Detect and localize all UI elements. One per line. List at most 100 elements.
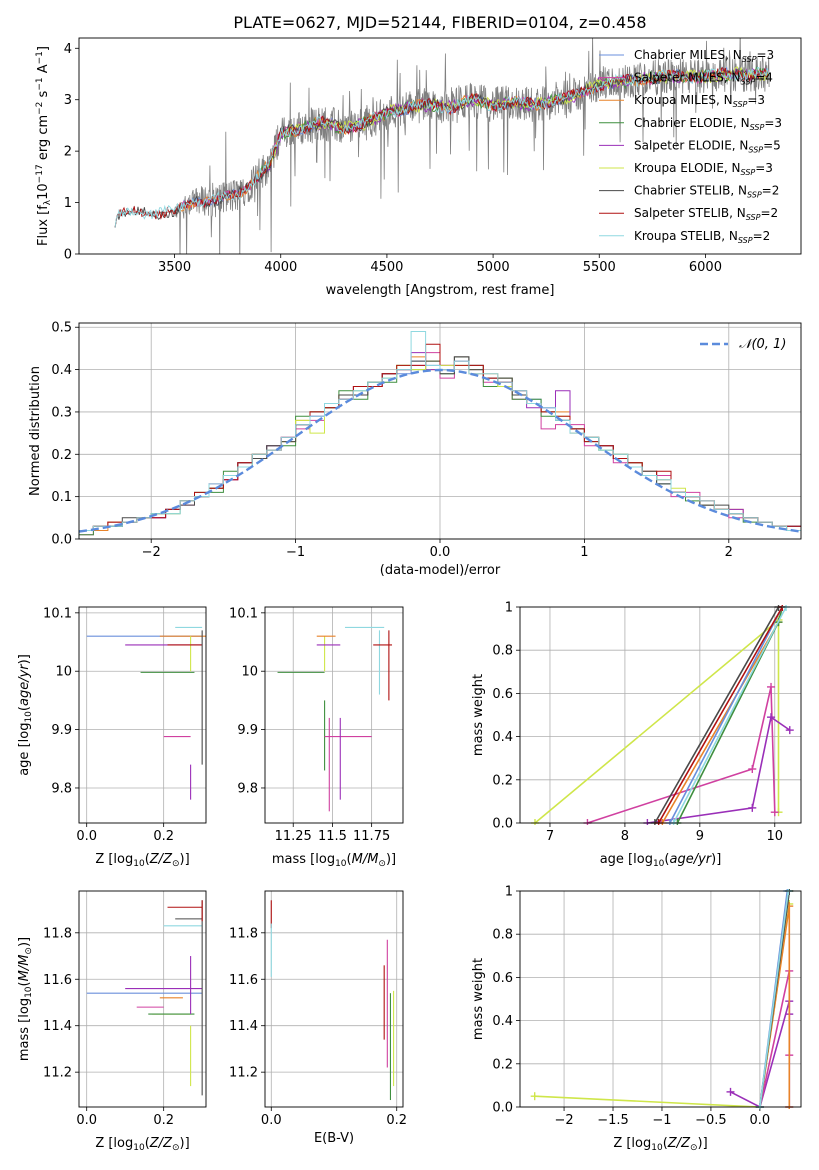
x-tick-label: 5000: [477, 260, 510, 275]
y-tick-label: 3: [64, 93, 72, 108]
y-tick-label: 0.4: [51, 363, 72, 378]
age-vs-Z-frame: [78, 606, 207, 824]
y-tick-label: 11.2: [229, 1066, 258, 1081]
age-vs-mass-xlabel: mass [log10(M/M⊙)]: [272, 852, 396, 869]
x-tick-label: 3500: [158, 260, 191, 275]
legend-label-1: Salpeter MILES, NSSP=4: [634, 71, 773, 87]
x-tick-label: 11.75: [353, 829, 390, 844]
weight-marker-2-3: [785, 726, 794, 735]
weight-marker-1-0: [726, 1087, 735, 1096]
y-tick-label: 0.2: [492, 1057, 513, 1072]
residuals-xlabel: (data-model)/error: [380, 563, 501, 578]
weight-marker-1-3: [770, 808, 779, 817]
weight-marker-2-2: [767, 713, 776, 722]
y-tick-label: 0.0: [492, 1101, 513, 1116]
charts: 3500 4000 4500 5000 5500 6000 0 1 2 3 4 Chabrier MI…: [17, 37, 802, 1153]
legend-label-normal: 𝒩(0, 1): [739, 337, 786, 352]
weight-marker-0-0: [530, 1092, 539, 1101]
y-tick-label: 1: [505, 885, 513, 900]
normal-reference-curve: [78, 368, 802, 533]
spectrum-legend: Chabrier MILES, NSSP=3 Salpeter MILES, NS…: [599, 48, 782, 245]
residuals-ylabel: Normed distribution: [28, 366, 43, 496]
residuals-frame: [78, 322, 802, 540]
age-vs-Z-xlabel: Z [log10(Z/Z⊙)]: [95, 852, 189, 869]
weight-marker-1-2: [767, 682, 776, 691]
massweight-vs-Z-ylabel: mass weight: [471, 958, 486, 1040]
x-tick-label: 4500: [370, 260, 403, 275]
y-tick-label: 0.8: [492, 644, 513, 659]
y-tick-label: 11.8: [229, 926, 258, 941]
weight-marker-2-1: [748, 803, 757, 812]
y-tick-label: 10.1: [229, 606, 258, 621]
legend-label-0: Chabrier MILES, NSSP=3: [634, 48, 774, 64]
age-vs-mass-frame: [264, 606, 404, 824]
y-tick-label: 1: [505, 601, 513, 616]
y-tick-label: 0.6: [492, 971, 513, 986]
mass-vs-Z-frame: [78, 890, 207, 1108]
spectrum-axes: 3500 4000 4500 5000 5500 6000 0 1 2 3 4: [64, 42, 722, 275]
y-tick-label: 0.5: [51, 321, 72, 336]
legend-label-5: Kroupa ELODIE, NSSP=3: [634, 161, 773, 177]
y-tick-label: 1: [64, 196, 72, 211]
x-tick-label: 0.0: [430, 545, 451, 560]
y-tick-label: 11.4: [229, 1019, 258, 1034]
legend-label-4: Salpeter ELODIE, NSSP=5: [634, 138, 781, 154]
y-tick-label: 0.6: [492, 687, 513, 702]
massweight-vs-Z-axes: −2 −1.5 −1 −0.5 0.0 0.0 0.2 0.4 0.6 0.8 1: [492, 885, 801, 1128]
x-tick-label: 10: [766, 829, 783, 844]
x-tick-label: 5500: [583, 260, 616, 275]
massweight-vs-Z-xlabel: Z [log10(Z/Z⊙)]: [613, 1136, 707, 1153]
y-tick-label: 0.8: [492, 928, 513, 943]
y-tick-label: 0.3: [51, 405, 72, 420]
y-tick-label: 10: [241, 665, 258, 680]
y-tick-label: 9.8: [237, 781, 258, 796]
y-tick-label: 0.0: [492, 817, 513, 832]
x-tick-label: 0.0: [750, 1113, 771, 1128]
figure-title: PLATE=0627, MJD=52144, FIBERID=0104, z=0…: [233, 13, 646, 32]
weight-line-7: [657, 606, 783, 824]
y-tick-label: 11.6: [43, 973, 72, 988]
x-tick-label: −1: [286, 545, 305, 560]
y-tick-label: 0: [64, 248, 72, 263]
x-tick-label: 7: [546, 829, 554, 844]
spectrum-xlabel: wavelength [Angstrom, rest frame]: [326, 283, 555, 298]
mass-vs-Z-axes: 0.0 0.2 11.2 11.4 11.6 11.8: [43, 891, 206, 1128]
mass-vs-EBV-axes: 0.0 0.2 11.2 11.4 11.6 11.8: [229, 891, 407, 1128]
y-tick-label: 9.9: [237, 723, 258, 738]
x-tick-label: 8: [621, 829, 629, 844]
legend-label-3: Chabrier ELODIE, NSSP=3: [634, 116, 782, 132]
y-tick-label: 11.8: [43, 926, 72, 941]
mass-vs-EBV-frame: [264, 890, 404, 1108]
massweight-vs-age-ylabel: mass weight: [471, 674, 486, 756]
x-tick-label: −2: [554, 1113, 573, 1128]
weight-line-6: [654, 606, 780, 824]
mass-vs-Z-ylabel: mass [log10(M/M⊙)]: [17, 937, 34, 1061]
massweight-vs-Z-frame: [519, 890, 802, 1108]
x-tick-label: 6000: [689, 260, 722, 275]
y-tick-label: 2: [64, 145, 72, 160]
y-tick-label: 10: [55, 665, 72, 680]
x-tick-label: 0.2: [386, 1113, 407, 1128]
y-tick-label: 0.1: [51, 490, 72, 505]
x-tick-label: −1: [652, 1113, 671, 1128]
age-vs-mass-axes: 11.25 11.5 11.75 9.8 9.9 10 10.1: [229, 606, 403, 844]
x-tick-label: 0.2: [153, 1113, 174, 1128]
x-tick-label: 11.5: [318, 829, 347, 844]
y-tick-label: 11.4: [43, 1019, 72, 1034]
mass-vs-Z-xlabel: Z [log10(Z/Z⊙)]: [95, 1136, 189, 1153]
x-tick-label: 0.0: [76, 829, 97, 844]
x-tick-label: 0.0: [261, 1113, 282, 1128]
x-tick-label: 9: [696, 829, 704, 844]
x-tick-label: −1.5: [597, 1113, 629, 1128]
weight-line-7: [759, 890, 790, 1108]
y-tick-label: 9.9: [51, 723, 72, 738]
y-tick-label: 0.4: [492, 730, 513, 745]
weight-marker-1-1: [748, 765, 757, 773]
spectrum-ylabel: Flux [fλ10−17 erg cm−2 s−1 A−1]: [35, 46, 53, 246]
legend-label-2: Kroupa MILES, NSSP=3: [634, 93, 765, 109]
x-tick-label: 0.2: [153, 829, 174, 844]
y-tick-label: 0.2: [492, 773, 513, 788]
weight-line-2: [647, 715, 791, 824]
